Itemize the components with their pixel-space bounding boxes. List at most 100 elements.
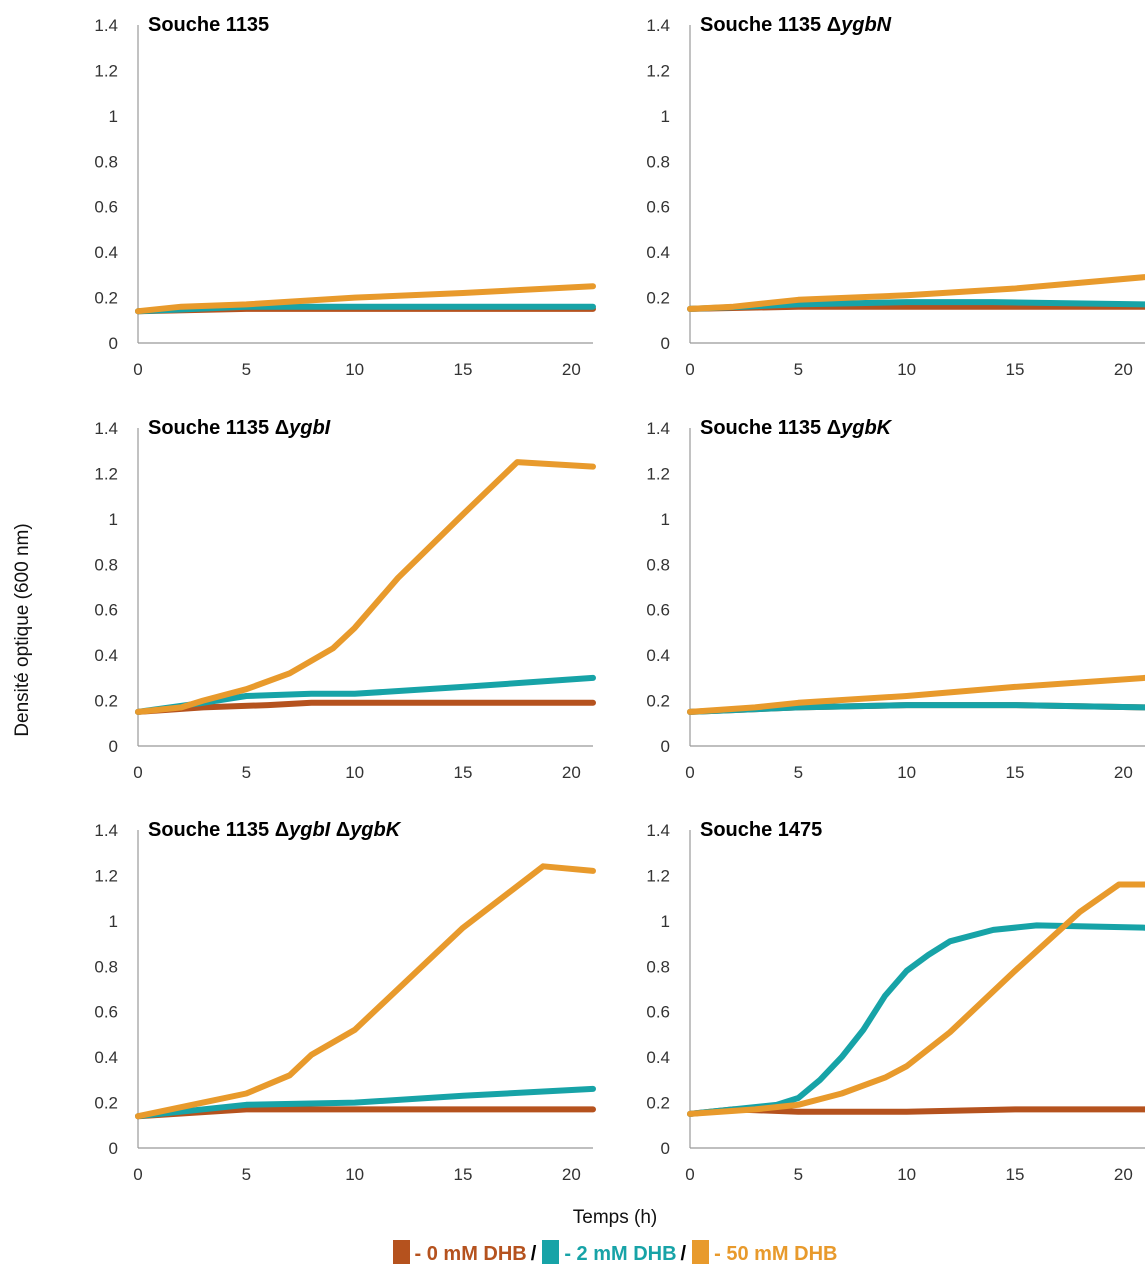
x-tick-label: 0 — [133, 763, 142, 782]
x-tick-label: 5 — [242, 360, 251, 379]
chart-panel-1: 0 0.2 0.4 0.6 0.8 1 1.2 1.4 0 5 10 15 20 Souche 1135 — [94, 14, 596, 379]
series-line-0-mm — [135, 1106, 596, 1120]
y-tick-label: 1.2 — [94, 61, 118, 80]
y-tick-label: 1.2 — [94, 866, 118, 885]
y-tick-label: 0 — [109, 334, 118, 353]
y-tick-label: 0.8 — [94, 957, 118, 976]
x-tick-label: 15 — [1006, 763, 1025, 782]
y-tick-label: 0.6 — [646, 198, 670, 217]
x-tick-label: 0 — [685, 1165, 694, 1184]
legend-item: - 50 mM DHB — [692, 1240, 837, 1265]
y-tick-label: 0.6 — [94, 1003, 118, 1022]
y-tick-label: 0.8 — [94, 555, 118, 574]
y-tick-label: 0 — [661, 334, 670, 353]
y-tick-label: 1.4 — [94, 419, 118, 438]
x-tick-label: 20 — [562, 763, 581, 782]
series-line-50-mm — [687, 274, 1145, 312]
x-tick-label: 5 — [242, 763, 251, 782]
y-tick-label: 0.4 — [94, 1048, 118, 1067]
x-tick-label: 0 — [133, 360, 142, 379]
legend-item: - 2 mM DHB — [542, 1240, 677, 1265]
x-tick-label: 15 — [1006, 1165, 1025, 1184]
x-tick-label: 5 — [242, 1165, 251, 1184]
panel-title: Souche 1135 ΔygbN — [700, 14, 892, 36]
chart-panel-4: 0 0.2 0.4 0.6 0.8 1 1.2 1.4 0 5 10 15 20 Souche 1135 … — [646, 417, 1145, 782]
series-line-2-mm — [687, 922, 1145, 1117]
y-tick-label: 0.2 — [94, 692, 118, 711]
y-tick-label: 1.4 — [94, 16, 118, 35]
chart-panel-5: 0 0.2 0.4 0.6 0.8 1 1.2 1.4 0 5 10 15 20 Souche 1135 … — [94, 819, 596, 1184]
series-line-2-mm — [135, 1085, 596, 1120]
y-tick-label: 1.2 — [646, 464, 670, 483]
y-tick-label: 0.6 — [94, 198, 118, 217]
x-tick-label: 5 — [794, 1165, 803, 1184]
y-tick-label: 0.4 — [94, 243, 118, 262]
y-tick-label: 0.6 — [646, 1003, 670, 1022]
series-line-50-mm — [687, 674, 1145, 715]
y-tick-label: 0 — [661, 737, 670, 756]
legend: - 0 mM DHB / - 2 mM DHB / - 50 mM DHB — [0, 1240, 1145, 1266]
legend-swatch — [692, 1240, 710, 1264]
y-tick-label: 1.4 — [646, 821, 670, 840]
x-tick-label: 20 — [562, 360, 581, 379]
x-tick-label: 15 — [454, 1165, 473, 1184]
y-tick-label: 0.2 — [646, 289, 670, 308]
y-tick-label: 1.4 — [94, 821, 118, 840]
legend-label: - 0 mM DHB — [414, 1243, 527, 1265]
panel-title: Souche 1135 ΔygbK — [700, 417, 893, 439]
y-tick-label: 0.8 — [94, 152, 118, 171]
x-tick-label: 15 — [454, 360, 473, 379]
y-tick-label: 1.2 — [646, 61, 670, 80]
legend-swatch — [392, 1240, 410, 1264]
y-tick-label: 1.2 — [646, 866, 670, 885]
y-tick-label: 0.2 — [646, 1094, 670, 1113]
y-tick-label: 0.2 — [94, 1094, 118, 1113]
legend-swatch — [542, 1240, 560, 1264]
x-tick-label: 20 — [562, 1165, 581, 1184]
x-tick-label: 20 — [1114, 763, 1133, 782]
x-tick-label: 20 — [1114, 360, 1133, 379]
panel-title: Souche 1135 ΔygbI — [148, 417, 331, 439]
y-tick-label: 0 — [109, 1139, 118, 1158]
series-line-50-mm — [687, 881, 1145, 1117]
x-tick-label: 10 — [897, 1165, 916, 1184]
x-tick-label: 10 — [897, 763, 916, 782]
chart-panel-2: 0 0.2 0.4 0.6 0.8 1 1.2 1.4 0 5 10 15 20 Souche 1135 … — [646, 14, 1145, 379]
y-tick-label: 1 — [109, 510, 118, 529]
y-tick-label: 1 — [661, 107, 670, 126]
x-tick-label: 15 — [454, 763, 473, 782]
x-tick-label: 0 — [685, 763, 694, 782]
series-line-50-mm — [135, 283, 596, 315]
y-tick-label: 0.4 — [646, 1048, 670, 1067]
legend-separator: / — [530, 1243, 537, 1265]
legend-separator: / — [680, 1243, 687, 1265]
y-tick-label: 0.6 — [646, 601, 670, 620]
y-tick-label: 1.4 — [646, 16, 670, 35]
series-line-0-mm — [135, 699, 596, 715]
y-tick-label: 0.4 — [94, 646, 118, 665]
chart-panel-3: 0 0.2 0.4 0.6 0.8 1 1.2 1.4 0 5 10 15 20 Souche 1135 … — [94, 417, 596, 782]
panel-title: Souche 1135 ΔygbI ΔygbK — [148, 819, 402, 841]
y-tick-label: 1.2 — [94, 464, 118, 483]
x-tick-label: 20 — [1114, 1165, 1133, 1184]
chart-panel-6: 0 0.2 0.4 0.6 0.8 1 1.2 1.4 0 5 10 15 20 Souche 1475 — [646, 819, 1145, 1184]
legend-item: - 0 mM DHB — [392, 1240, 527, 1265]
x-tick-label: 10 — [345, 763, 364, 782]
y-tick-label: 0.8 — [646, 957, 670, 976]
y-tick-label: 0.4 — [646, 243, 670, 262]
x-tick-label: 10 — [345, 360, 364, 379]
series-line-50-mm — [135, 863, 596, 1120]
y-tick-label: 0.4 — [646, 646, 670, 665]
x-tick-label: 15 — [1006, 360, 1025, 379]
series-line-50-mm — [135, 459, 596, 715]
x-tick-label: 5 — [794, 360, 803, 379]
x-tick-label: 0 — [685, 360, 694, 379]
x-tick-label: 10 — [897, 360, 916, 379]
y-tick-label: 0 — [661, 1139, 670, 1158]
y-tick-label: 1 — [109, 107, 118, 126]
y-tick-label: 1 — [661, 510, 670, 529]
y-tick-label: 0.2 — [646, 692, 670, 711]
legend-label: - 2 mM DHB — [564, 1243, 677, 1265]
x-tick-label: 0 — [133, 1165, 142, 1184]
